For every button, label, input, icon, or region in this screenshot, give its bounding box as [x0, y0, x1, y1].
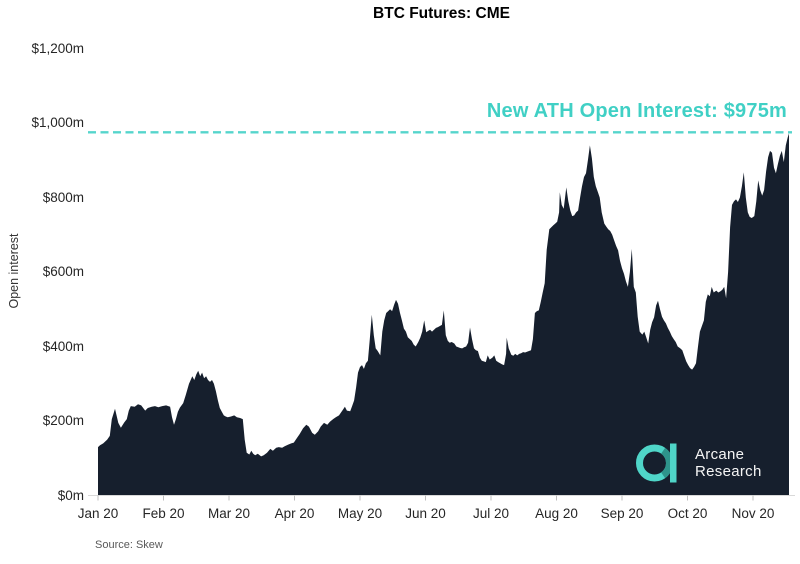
logo-line-2: Research: [695, 463, 762, 480]
y-tick-label: $800m: [42, 189, 84, 205]
y-tick-label: $1,000m: [31, 115, 84, 130]
area-series: [98, 133, 789, 496]
y-tick-label: $600m: [42, 264, 84, 279]
x-tick-label: Jun 20: [405, 506, 446, 521]
y-tick-label: $400m: [42, 338, 84, 354]
y-tick-label: $1,200m: [31, 40, 84, 56]
arcane-research-logo: Arcane Research: [636, 437, 762, 489]
x-tick-label: Oct 20: [667, 506, 708, 521]
arcane-logo-mark-icon: [636, 443, 677, 483]
y-tick-label: $0m: [57, 487, 84, 503]
logo-ring-crescent: [660, 447, 673, 479]
arcane-logo-text: Arcane Research: [695, 446, 762, 480]
x-tick-label: May 20: [337, 506, 383, 521]
source-credit: Source: Skew: [95, 539, 163, 551]
x-tick-label: Sep 20: [600, 506, 644, 521]
x-tick-label: Nov 20: [731, 506, 775, 521]
ath-annotation-label: New ATH Open Interest: $975m: [486, 100, 787, 122]
chart-title: BTC Futures: CME: [373, 5, 510, 22]
x-tick-label: Apr 20: [274, 506, 315, 521]
x-tick-label: Feb 20: [142, 506, 185, 521]
x-tick-label: Jan 20: [77, 506, 119, 521]
logo-line-1: Arcane: [695, 446, 745, 463]
logo-bar: [670, 443, 677, 483]
x-tick-label: Jul 20: [472, 506, 510, 521]
x-tick-label: Aug 20: [535, 506, 578, 521]
x-tick-label: Mar 20: [207, 506, 251, 521]
y-tick-label: $200m: [42, 413, 84, 428]
